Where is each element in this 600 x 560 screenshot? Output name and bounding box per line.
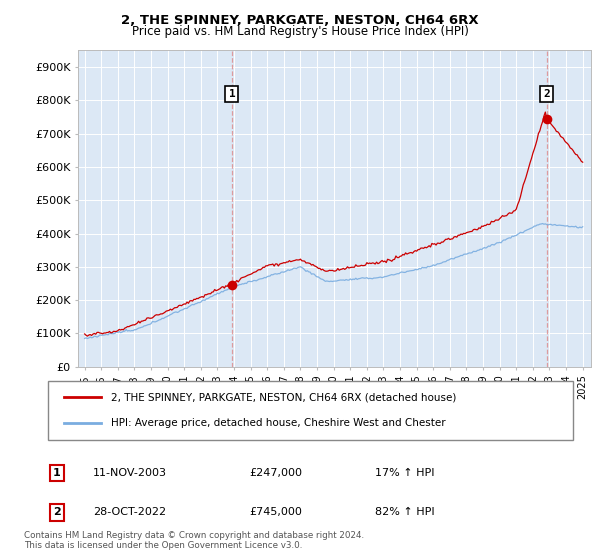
Text: 1: 1: [53, 468, 61, 478]
Text: 11-NOV-2003: 11-NOV-2003: [93, 468, 167, 478]
Text: 2, THE SPINNEY, PARKGATE, NESTON, CH64 6RX (detached house): 2, THE SPINNEY, PARKGATE, NESTON, CH64 6…: [111, 392, 457, 402]
Text: 17% ↑ HPI: 17% ↑ HPI: [375, 468, 434, 478]
Text: Price paid vs. HM Land Registry's House Price Index (HPI): Price paid vs. HM Land Registry's House …: [131, 25, 469, 38]
Text: £247,000: £247,000: [249, 468, 302, 478]
Text: Contains HM Land Registry data © Crown copyright and database right 2024.
This d: Contains HM Land Registry data © Crown c…: [24, 530, 364, 550]
FancyBboxPatch shape: [48, 381, 573, 440]
Text: 2, THE SPINNEY, PARKGATE, NESTON, CH64 6RX: 2, THE SPINNEY, PARKGATE, NESTON, CH64 6…: [121, 14, 479, 27]
Text: £745,000: £745,000: [249, 507, 302, 517]
Text: 2: 2: [543, 88, 550, 99]
Text: 28-OCT-2022: 28-OCT-2022: [93, 507, 166, 517]
Text: 82% ↑ HPI: 82% ↑ HPI: [375, 507, 434, 517]
Text: HPI: Average price, detached house, Cheshire West and Chester: HPI: Average price, detached house, Ches…: [111, 418, 446, 428]
Text: 1: 1: [229, 88, 235, 99]
Text: 2: 2: [53, 507, 61, 517]
